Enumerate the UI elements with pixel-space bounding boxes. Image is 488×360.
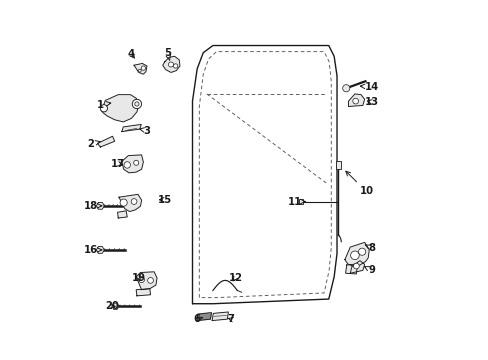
Text: 13: 13 bbox=[364, 97, 378, 107]
Text: 12: 12 bbox=[228, 273, 242, 283]
Circle shape bbox=[120, 199, 127, 206]
Text: 9: 9 bbox=[364, 265, 374, 275]
Polygon shape bbox=[197, 313, 211, 320]
Polygon shape bbox=[163, 56, 180, 72]
Text: 2: 2 bbox=[87, 139, 100, 149]
Text: 3: 3 bbox=[140, 126, 150, 135]
Polygon shape bbox=[136, 272, 157, 290]
Text: 4: 4 bbox=[128, 49, 135, 59]
Text: 19: 19 bbox=[131, 273, 145, 283]
Bar bbox=[298, 199, 303, 204]
Polygon shape bbox=[122, 125, 141, 132]
Polygon shape bbox=[96, 247, 104, 253]
Text: 11: 11 bbox=[287, 197, 305, 207]
Polygon shape bbox=[122, 155, 143, 173]
Circle shape bbox=[350, 251, 359, 260]
Polygon shape bbox=[96, 202, 104, 209]
Text: 7: 7 bbox=[227, 314, 234, 324]
Circle shape bbox=[141, 66, 145, 70]
Polygon shape bbox=[101, 95, 139, 122]
Circle shape bbox=[358, 248, 365, 255]
Text: 1: 1 bbox=[97, 100, 110, 110]
Polygon shape bbox=[134, 63, 147, 74]
Polygon shape bbox=[97, 136, 115, 147]
Polygon shape bbox=[212, 312, 228, 320]
Text: 20: 20 bbox=[105, 301, 119, 311]
Polygon shape bbox=[344, 242, 368, 267]
Circle shape bbox=[353, 263, 359, 269]
Circle shape bbox=[139, 277, 144, 283]
Text: 15: 15 bbox=[158, 195, 172, 205]
Text: 10: 10 bbox=[345, 171, 373, 197]
Circle shape bbox=[173, 64, 178, 68]
Circle shape bbox=[100, 105, 107, 112]
Polygon shape bbox=[345, 264, 357, 274]
Circle shape bbox=[132, 99, 142, 109]
Text: 8: 8 bbox=[365, 243, 374, 253]
Circle shape bbox=[352, 98, 358, 104]
Bar bbox=[336, 161, 340, 169]
Text: 6: 6 bbox=[193, 314, 203, 324]
Circle shape bbox=[133, 160, 139, 165]
Circle shape bbox=[124, 162, 130, 168]
Polygon shape bbox=[112, 303, 119, 309]
Circle shape bbox=[342, 85, 349, 92]
Circle shape bbox=[131, 199, 137, 204]
Polygon shape bbox=[348, 94, 364, 107]
Polygon shape bbox=[119, 194, 142, 212]
Circle shape bbox=[147, 278, 153, 283]
Circle shape bbox=[138, 69, 141, 72]
Polygon shape bbox=[349, 261, 364, 273]
Text: 18: 18 bbox=[84, 201, 102, 211]
Text: 16: 16 bbox=[84, 245, 102, 255]
Text: 5: 5 bbox=[163, 48, 170, 60]
Circle shape bbox=[168, 62, 173, 67]
Text: 14: 14 bbox=[360, 82, 378, 92]
Circle shape bbox=[135, 102, 139, 106]
Text: 17: 17 bbox=[111, 159, 125, 169]
Polygon shape bbox=[136, 289, 150, 296]
Polygon shape bbox=[117, 211, 127, 218]
